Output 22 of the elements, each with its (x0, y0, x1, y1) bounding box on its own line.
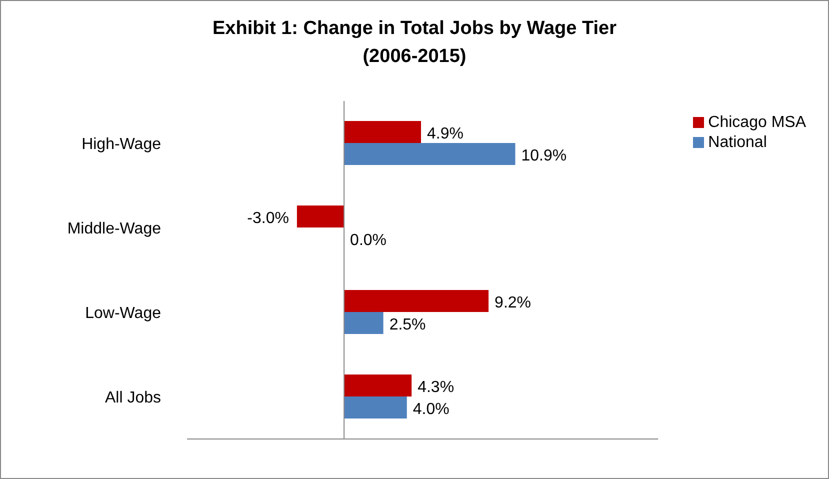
bar (344, 374, 412, 396)
data-label: 2.5% (389, 316, 426, 334)
bar (296, 206, 344, 228)
data-label: 9.2% (494, 294, 532, 312)
bar (344, 121, 422, 143)
legend-label: Chicago MSA (708, 114, 806, 131)
data-label: 10.9% (521, 147, 567, 164)
data-label: 4.9% (427, 125, 464, 142)
bar (344, 290, 489, 312)
y-tick-label: Middle-Wage (67, 220, 162, 238)
data-label: 4.0% (412, 400, 450, 418)
data-label: 0.0% (350, 232, 387, 249)
legend-label: National (708, 134, 767, 151)
data-label: 4.3% (418, 378, 454, 396)
data-label: -3.0% (247, 210, 289, 227)
chart-title: Exhibit 1: Change in Total Jobs by Wage Tier (2006-2015) (212, 17, 618, 69)
y-tick-label: High-Wage (82, 136, 162, 153)
y-tick-label: All Jobs (104, 389, 161, 406)
y-tick-label: Low-Wage (85, 304, 162, 322)
bar (344, 312, 384, 334)
bar (344, 143, 516, 165)
bar (344, 396, 407, 418)
